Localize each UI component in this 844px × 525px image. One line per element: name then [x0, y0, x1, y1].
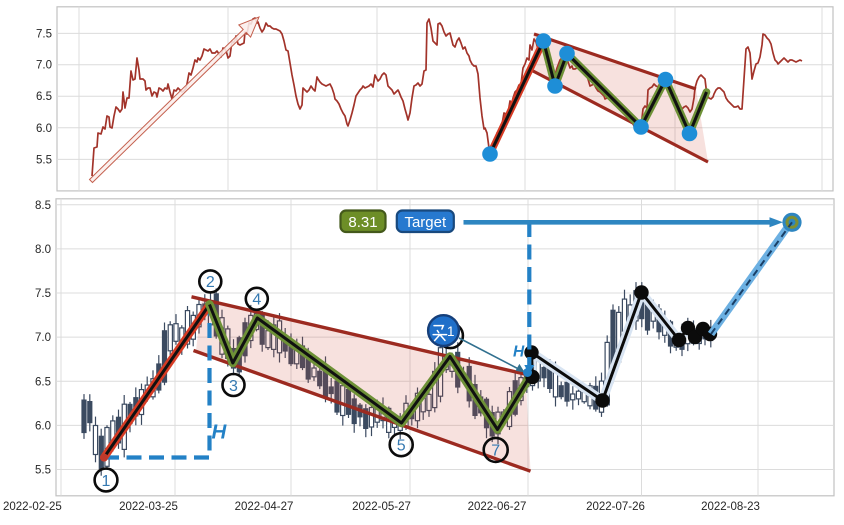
svg-text:8.0: 8.0	[35, 244, 51, 256]
svg-text:7: 7	[491, 443, 500, 460]
svg-text:1: 1	[102, 473, 111, 490]
svg-text:2022-07-26: 2022-07-26	[586, 501, 645, 513]
svg-text:2022-04-27: 2022-04-27	[235, 501, 294, 513]
svg-text:5.5: 5.5	[35, 465, 51, 477]
svg-text:5: 5	[397, 438, 406, 455]
svg-text:5.5: 5.5	[36, 154, 52, 166]
svg-text:8.31: 8.31	[348, 214, 377, 231]
svg-text:6.0: 6.0	[36, 123, 52, 135]
svg-text:2: 2	[206, 274, 215, 291]
svg-text:H: H	[212, 421, 228, 444]
svg-text:3: 3	[229, 378, 238, 395]
svg-text:1: 1	[447, 324, 455, 339]
svg-text:Target: Target	[404, 214, 447, 231]
svg-text:7.5: 7.5	[36, 28, 52, 40]
svg-text:H: H	[513, 344, 525, 361]
svg-text:2022-02-25: 2022-02-25	[3, 501, 62, 513]
svg-text:6.5: 6.5	[36, 91, 52, 103]
svg-text:2022-06-27: 2022-06-27	[468, 501, 527, 513]
svg-text:2022-08-23: 2022-08-23	[701, 501, 760, 513]
svg-text:4: 4	[252, 292, 261, 309]
svg-text:8.5: 8.5	[35, 200, 51, 212]
svg-text:2022-03-25: 2022-03-25	[119, 501, 178, 513]
svg-text:6.0: 6.0	[35, 420, 51, 432]
svg-text:7.0: 7.0	[36, 60, 52, 72]
svg-text:6.5: 6.5	[35, 376, 51, 388]
svg-text:7.0: 7.0	[35, 332, 51, 344]
svg-text:7.5: 7.5	[35, 288, 51, 300]
svg-text:2022-05-27: 2022-05-27	[352, 501, 411, 513]
